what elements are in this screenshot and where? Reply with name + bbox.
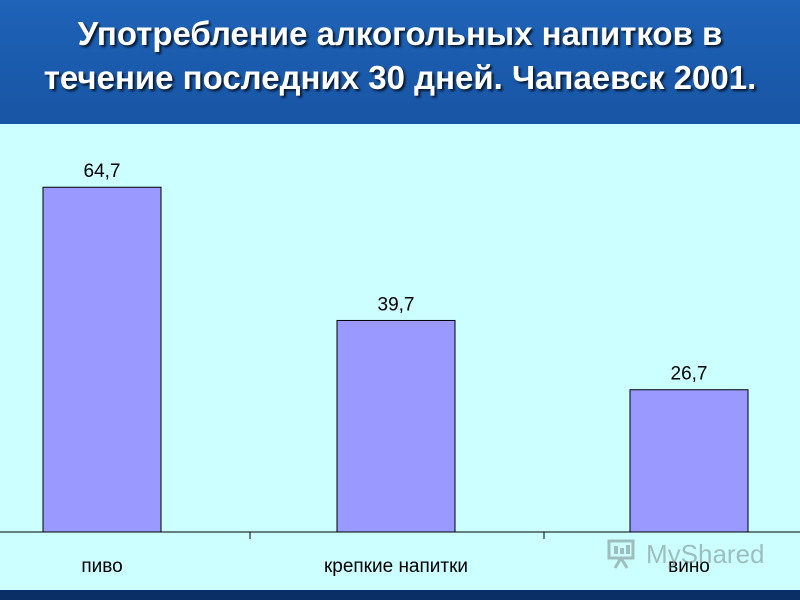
category-label-2: крепкие напитки xyxy=(324,556,468,577)
presentation-board-icon xyxy=(607,539,635,569)
data-label-1: 64,7 xyxy=(84,161,121,182)
watermark: MyShared xyxy=(606,536,765,572)
bar-chart: 64,7 пиво 39,7 крепкие напитки 26,7 вино xyxy=(0,161,800,577)
data-label-3: 26,7 xyxy=(671,364,708,385)
bar-2 xyxy=(336,319,456,533)
category-label-3: вино xyxy=(668,556,710,577)
title-line-2: течение последних 30 дней. Чапаевск 2001… xyxy=(43,59,757,96)
bar-1 xyxy=(42,186,162,533)
chart-area: 64,7 пиво 39,7 крепкие напитки 26,7 вино xyxy=(0,124,800,590)
bar-3 xyxy=(629,389,749,533)
slide-title: Употребление алкогольных напитков в тече… xyxy=(0,12,800,100)
title-line-1: Употребление алкогольных напитков в xyxy=(77,15,723,52)
category-label-1: пиво xyxy=(81,556,122,577)
data-label-2: 39,7 xyxy=(378,294,415,315)
watermark-text: MyShared xyxy=(646,538,765,569)
footer-strip xyxy=(0,590,800,600)
